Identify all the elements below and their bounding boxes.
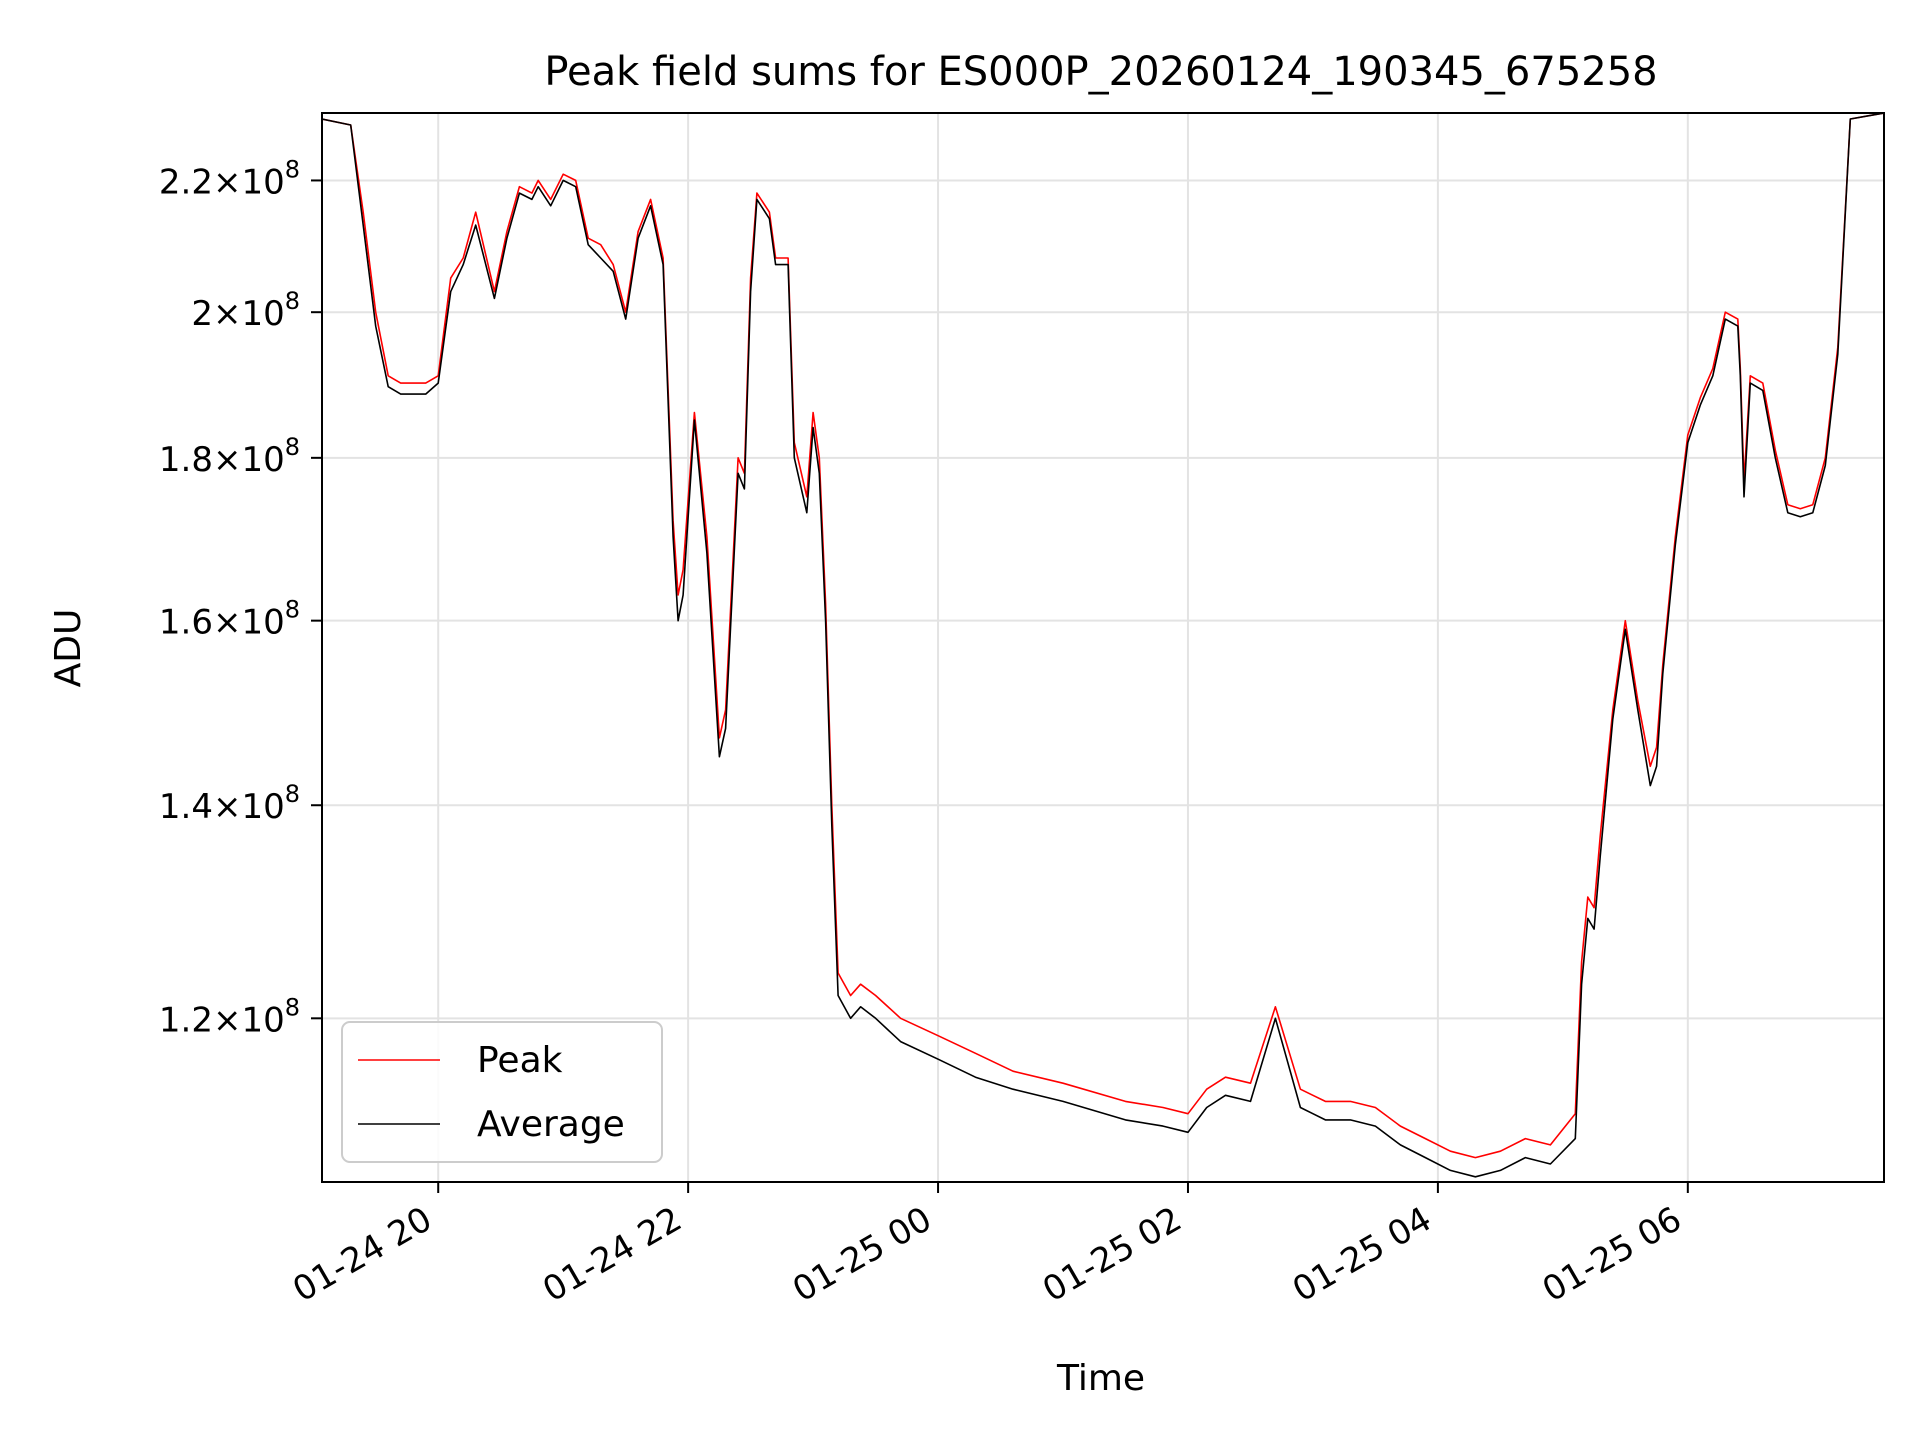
x-tick-label: 01-25 02 bbox=[1036, 1199, 1188, 1310]
x-axis-label: Time bbox=[1056, 1358, 1145, 1399]
x-tick-label: 01-24 20 bbox=[286, 1199, 438, 1310]
y-axis-label: ADU bbox=[48, 609, 89, 688]
series-line-peak bbox=[322, 113, 1884, 1159]
series-group bbox=[322, 113, 1884, 1178]
axes-frame bbox=[321, 112, 1885, 1183]
y-tick-label: 2×108 bbox=[191, 287, 300, 334]
legend-label: Peak bbox=[477, 1040, 563, 1081]
y-tick-label: 1.4×108 bbox=[159, 780, 300, 827]
x-tick-label: 01-24 22 bbox=[536, 1199, 688, 1310]
series-line-average bbox=[322, 113, 1884, 1178]
x-tick-label: 01-25 04 bbox=[1286, 1199, 1438, 1310]
x-axis: 01-24 20 01-24 22 01-25 00 01-25 02 01-25 04… bbox=[286, 1182, 1689, 1310]
y-tick-label: 1.6×108 bbox=[159, 596, 300, 643]
chart-title: Peak field sums for ES000P_20260124_1903… bbox=[544, 49, 1657, 95]
y-axis: 1.2×108 1.4×108 1.6×108 1.8×108 2×108 2.2×108 bbox=[159, 155, 322, 1040]
x-tick-label: 01-25 00 bbox=[786, 1199, 938, 1310]
grid bbox=[322, 113, 1884, 1182]
legend-box bbox=[341, 1021, 663, 1163]
legend-label: Average bbox=[477, 1104, 625, 1145]
y-tick-label: 1.2×108 bbox=[159, 993, 300, 1040]
y-tick-label: 1.8×108 bbox=[159, 433, 300, 480]
x-tick-label: 01-25 06 bbox=[1536, 1199, 1688, 1310]
y-tick-label: 2.2×108 bbox=[159, 155, 300, 202]
legend: Peak Average bbox=[341, 1021, 663, 1163]
